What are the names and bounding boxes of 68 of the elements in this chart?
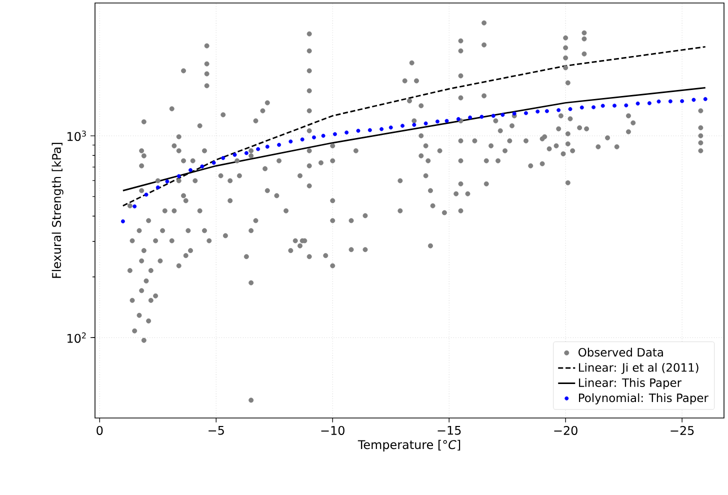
point xyxy=(491,114,496,118)
point xyxy=(312,135,316,140)
x-tick-label: −5 xyxy=(208,426,224,435)
point xyxy=(512,112,516,116)
point xyxy=(592,105,596,110)
x-tick-label: −10 xyxy=(321,426,344,435)
point xyxy=(703,97,708,102)
point xyxy=(480,114,484,119)
point xyxy=(647,101,652,106)
point xyxy=(256,147,260,152)
point xyxy=(624,103,628,108)
point xyxy=(344,130,349,135)
point xyxy=(468,116,472,120)
point xyxy=(288,140,293,144)
point xyxy=(300,137,304,142)
point xyxy=(176,174,181,178)
point xyxy=(692,98,696,102)
legend-label: Linear: Ji et al (2011) xyxy=(579,362,698,374)
point xyxy=(388,126,393,130)
point xyxy=(580,106,584,110)
point xyxy=(356,128,360,133)
y-axis-title: Flexural Strength [kPa] xyxy=(52,142,64,278)
point xyxy=(636,102,640,106)
point xyxy=(120,219,125,224)
point xyxy=(444,118,449,123)
point xyxy=(435,120,440,124)
point xyxy=(536,110,540,114)
point xyxy=(456,117,460,122)
point xyxy=(277,142,282,147)
point xyxy=(656,100,661,104)
point xyxy=(132,204,137,208)
point xyxy=(544,109,549,114)
point xyxy=(156,185,160,190)
point xyxy=(332,132,337,136)
point xyxy=(680,99,684,104)
point xyxy=(244,151,248,156)
point xyxy=(568,107,572,112)
point xyxy=(600,104,605,108)
point xyxy=(212,160,216,165)
point xyxy=(165,179,170,184)
point xyxy=(144,192,148,197)
point xyxy=(612,104,617,108)
legend-label: Observed Data xyxy=(578,348,663,357)
point xyxy=(556,108,561,112)
x-tick-label: −15 xyxy=(438,426,461,435)
legend-label: Linear: This Paper xyxy=(579,378,682,390)
x-tick-label: 0 xyxy=(96,426,103,435)
point xyxy=(265,144,270,149)
x-tick-label: −20 xyxy=(554,426,578,435)
point xyxy=(200,164,204,168)
point xyxy=(380,127,384,132)
point xyxy=(321,134,326,138)
point xyxy=(424,121,428,126)
line-series xyxy=(122,46,706,207)
point xyxy=(500,112,505,117)
y-tick-label: 10$^{2}$ xyxy=(68,332,86,343)
point xyxy=(368,128,372,132)
point xyxy=(400,124,405,128)
point xyxy=(524,111,528,116)
point xyxy=(188,168,193,172)
x-axis-title: Temperature [°C] xyxy=(358,440,460,452)
point xyxy=(668,99,672,104)
x-tick-label: −25 xyxy=(670,426,694,435)
legend-label: Polynomial: This Paper xyxy=(579,393,708,404)
point xyxy=(412,122,416,127)
y-tick-label: 10$^{3}$ xyxy=(68,130,86,142)
point xyxy=(232,152,237,157)
point xyxy=(221,156,226,160)
